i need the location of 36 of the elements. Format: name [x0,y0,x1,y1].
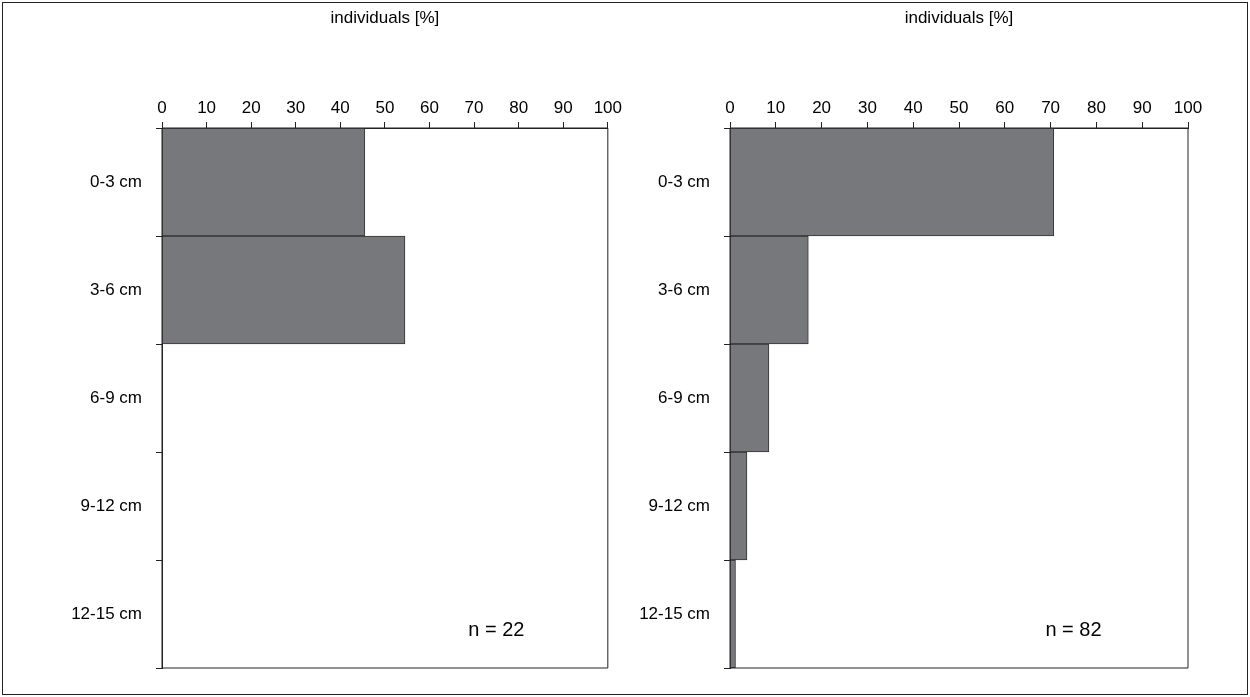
x-tick-label: 70 [1041,98,1061,118]
x-tick-label: 90 [1132,98,1152,118]
x-tick-label: 50 [375,98,395,118]
y-tick-label: 9-12 cm [80,495,142,515]
y-tick-label: 12-15 cm [639,603,710,623]
x-tick-label: 60 [420,98,439,118]
x-tick-label: 80 [1086,98,1106,118]
x-tick-label: 90 [553,98,573,118]
x-tick-label: 70 [464,98,484,118]
y-tick-label: 0-3 cm [658,171,710,191]
x-axis-title: individuals [%] [330,7,440,27]
x-tick-label: 80 [509,98,529,118]
y-tick-label: 0-3 cm [90,171,142,191]
x-tick-label: 10 [766,98,786,118]
y-tick-label: 6-9 cm [90,387,142,407]
x-tick-label: 100 [593,98,623,118]
x-tick-label: 0 [157,98,167,118]
x-tick-label: 40 [330,98,350,118]
x-tick-label: 50 [949,98,969,118]
y-tick-label: 3-6 cm [90,279,142,299]
y-tick-label: 12-15 cm [71,603,142,623]
x-axis-title: individuals [%] [904,7,1014,27]
y-tick-label: 3-6 cm [658,279,710,299]
annotation: n = 82 [1045,617,1102,640]
y-tick-label: 9-12 cm [648,495,710,515]
x-tick-label: 60 [995,98,1015,118]
x-tick-label: 0 [725,98,735,118]
y-tick-label: 6-9 cm [658,387,710,407]
annotation: n = 22 [468,617,525,640]
x-tick-label: 30 [857,98,877,118]
x-tick-label: 30 [286,98,306,118]
x-tick-label: 100 [1173,98,1203,118]
x-tick-label: 20 [812,98,832,118]
x-tick-label: 20 [241,98,261,118]
x-tick-label: 40 [903,98,923,118]
x-tick-label: 10 [197,98,217,118]
